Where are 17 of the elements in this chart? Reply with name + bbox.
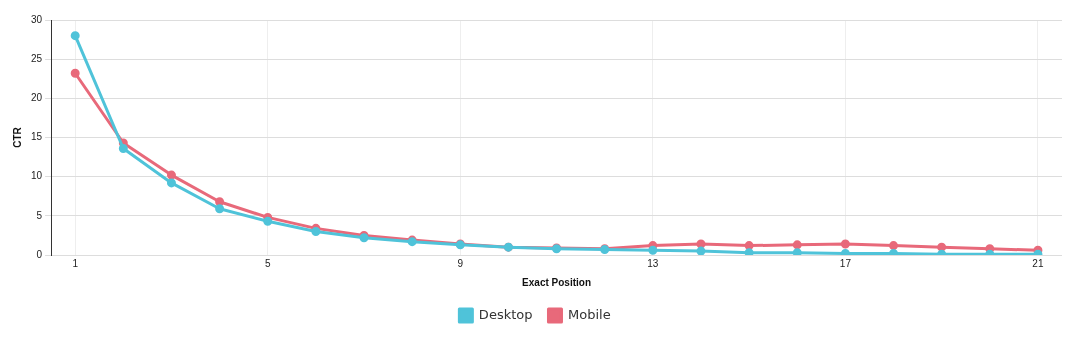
y-axis-title: CTR bbox=[11, 126, 23, 148]
x-axis-title: Exact Position bbox=[522, 276, 592, 288]
y-tick-label: 15 bbox=[31, 131, 43, 143]
legend-label: Mobile bbox=[567, 306, 611, 322]
y-tick-label: 0 bbox=[36, 248, 43, 260]
x-tick-label: 5 bbox=[264, 257, 271, 269]
x-tick-label: 17 bbox=[839, 257, 852, 269]
y-tick-label: 25 bbox=[31, 52, 43, 64]
x-tick-label: 13 bbox=[647, 257, 659, 269]
x-tick-label: 9 bbox=[457, 257, 464, 269]
y-tick-label: 10 bbox=[31, 170, 43, 182]
y-tick-label: 5 bbox=[36, 209, 43, 221]
y-tick-label: 20 bbox=[31, 92, 43, 104]
x-tick-label: 21 bbox=[1032, 257, 1044, 269]
y-tick-label: 30 bbox=[31, 13, 43, 25]
x-tick-label: 1 bbox=[72, 257, 79, 269]
legend-label: Desktop bbox=[478, 306, 533, 322]
